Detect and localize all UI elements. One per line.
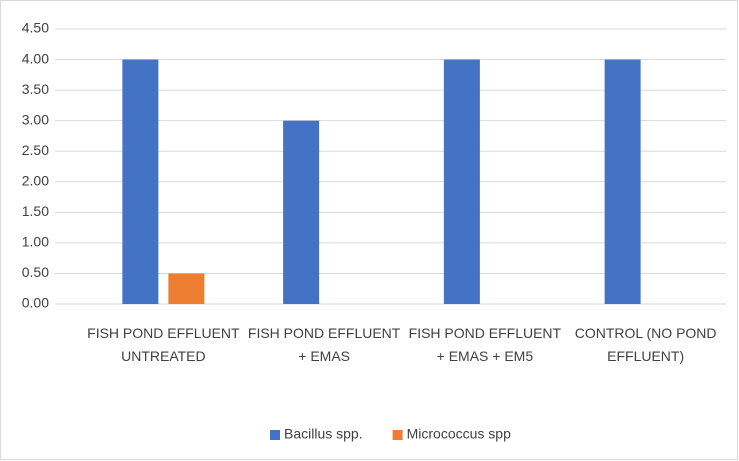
legend-swatch (270, 430, 280, 440)
bar (168, 273, 205, 304)
y-tick-label: 4.50 (22, 20, 49, 36)
x-tick-label: FISH POND EFFLUENT + EMAS (247, 325, 401, 364)
bar (283, 120, 320, 305)
y-tick-label: 0.00 (22, 295, 49, 311)
y-tick-label: 0.50 (22, 264, 49, 280)
y-tick-label: 2.50 (22, 142, 49, 158)
x-tick-label: FISH POND EFFLUENT UNTREATED (87, 325, 240, 364)
y-tick-label: 2.00 (22, 172, 49, 188)
x-tick-label-box: FISH POND EFFLUENT + EMAS (247, 325, 401, 364)
legend-label: Bacillus spp. (284, 426, 363, 442)
y-tick-label: 3.00 (22, 111, 49, 127)
y-tick-label: 1.50 (22, 203, 49, 219)
y-tick-label: 1.00 (22, 234, 49, 250)
legend-label: Micrococcus spp (407, 426, 511, 442)
y-tick-label: 4.00 (22, 50, 49, 66)
x-tick-label: FISH POND EFFLUENT + EMAS + EM5 (408, 325, 562, 364)
bar (122, 59, 159, 304)
x-tick-label-box: FISH POND EFFLUENT + EMAS + EM5 (408, 325, 562, 364)
y-tick-label: 3.50 (22, 81, 49, 97)
x-tick-label: CONTROL (NO POND EFFLUENT) (574, 325, 717, 364)
bar (443, 59, 480, 304)
legend-swatch (392, 430, 403, 440)
x-tick-label-box: CONTROL (NO POND EFFLUENT) (574, 325, 717, 364)
bar (604, 59, 641, 304)
x-tick-label-box: FISH POND EFFLUENT UNTREATED (87, 325, 240, 364)
